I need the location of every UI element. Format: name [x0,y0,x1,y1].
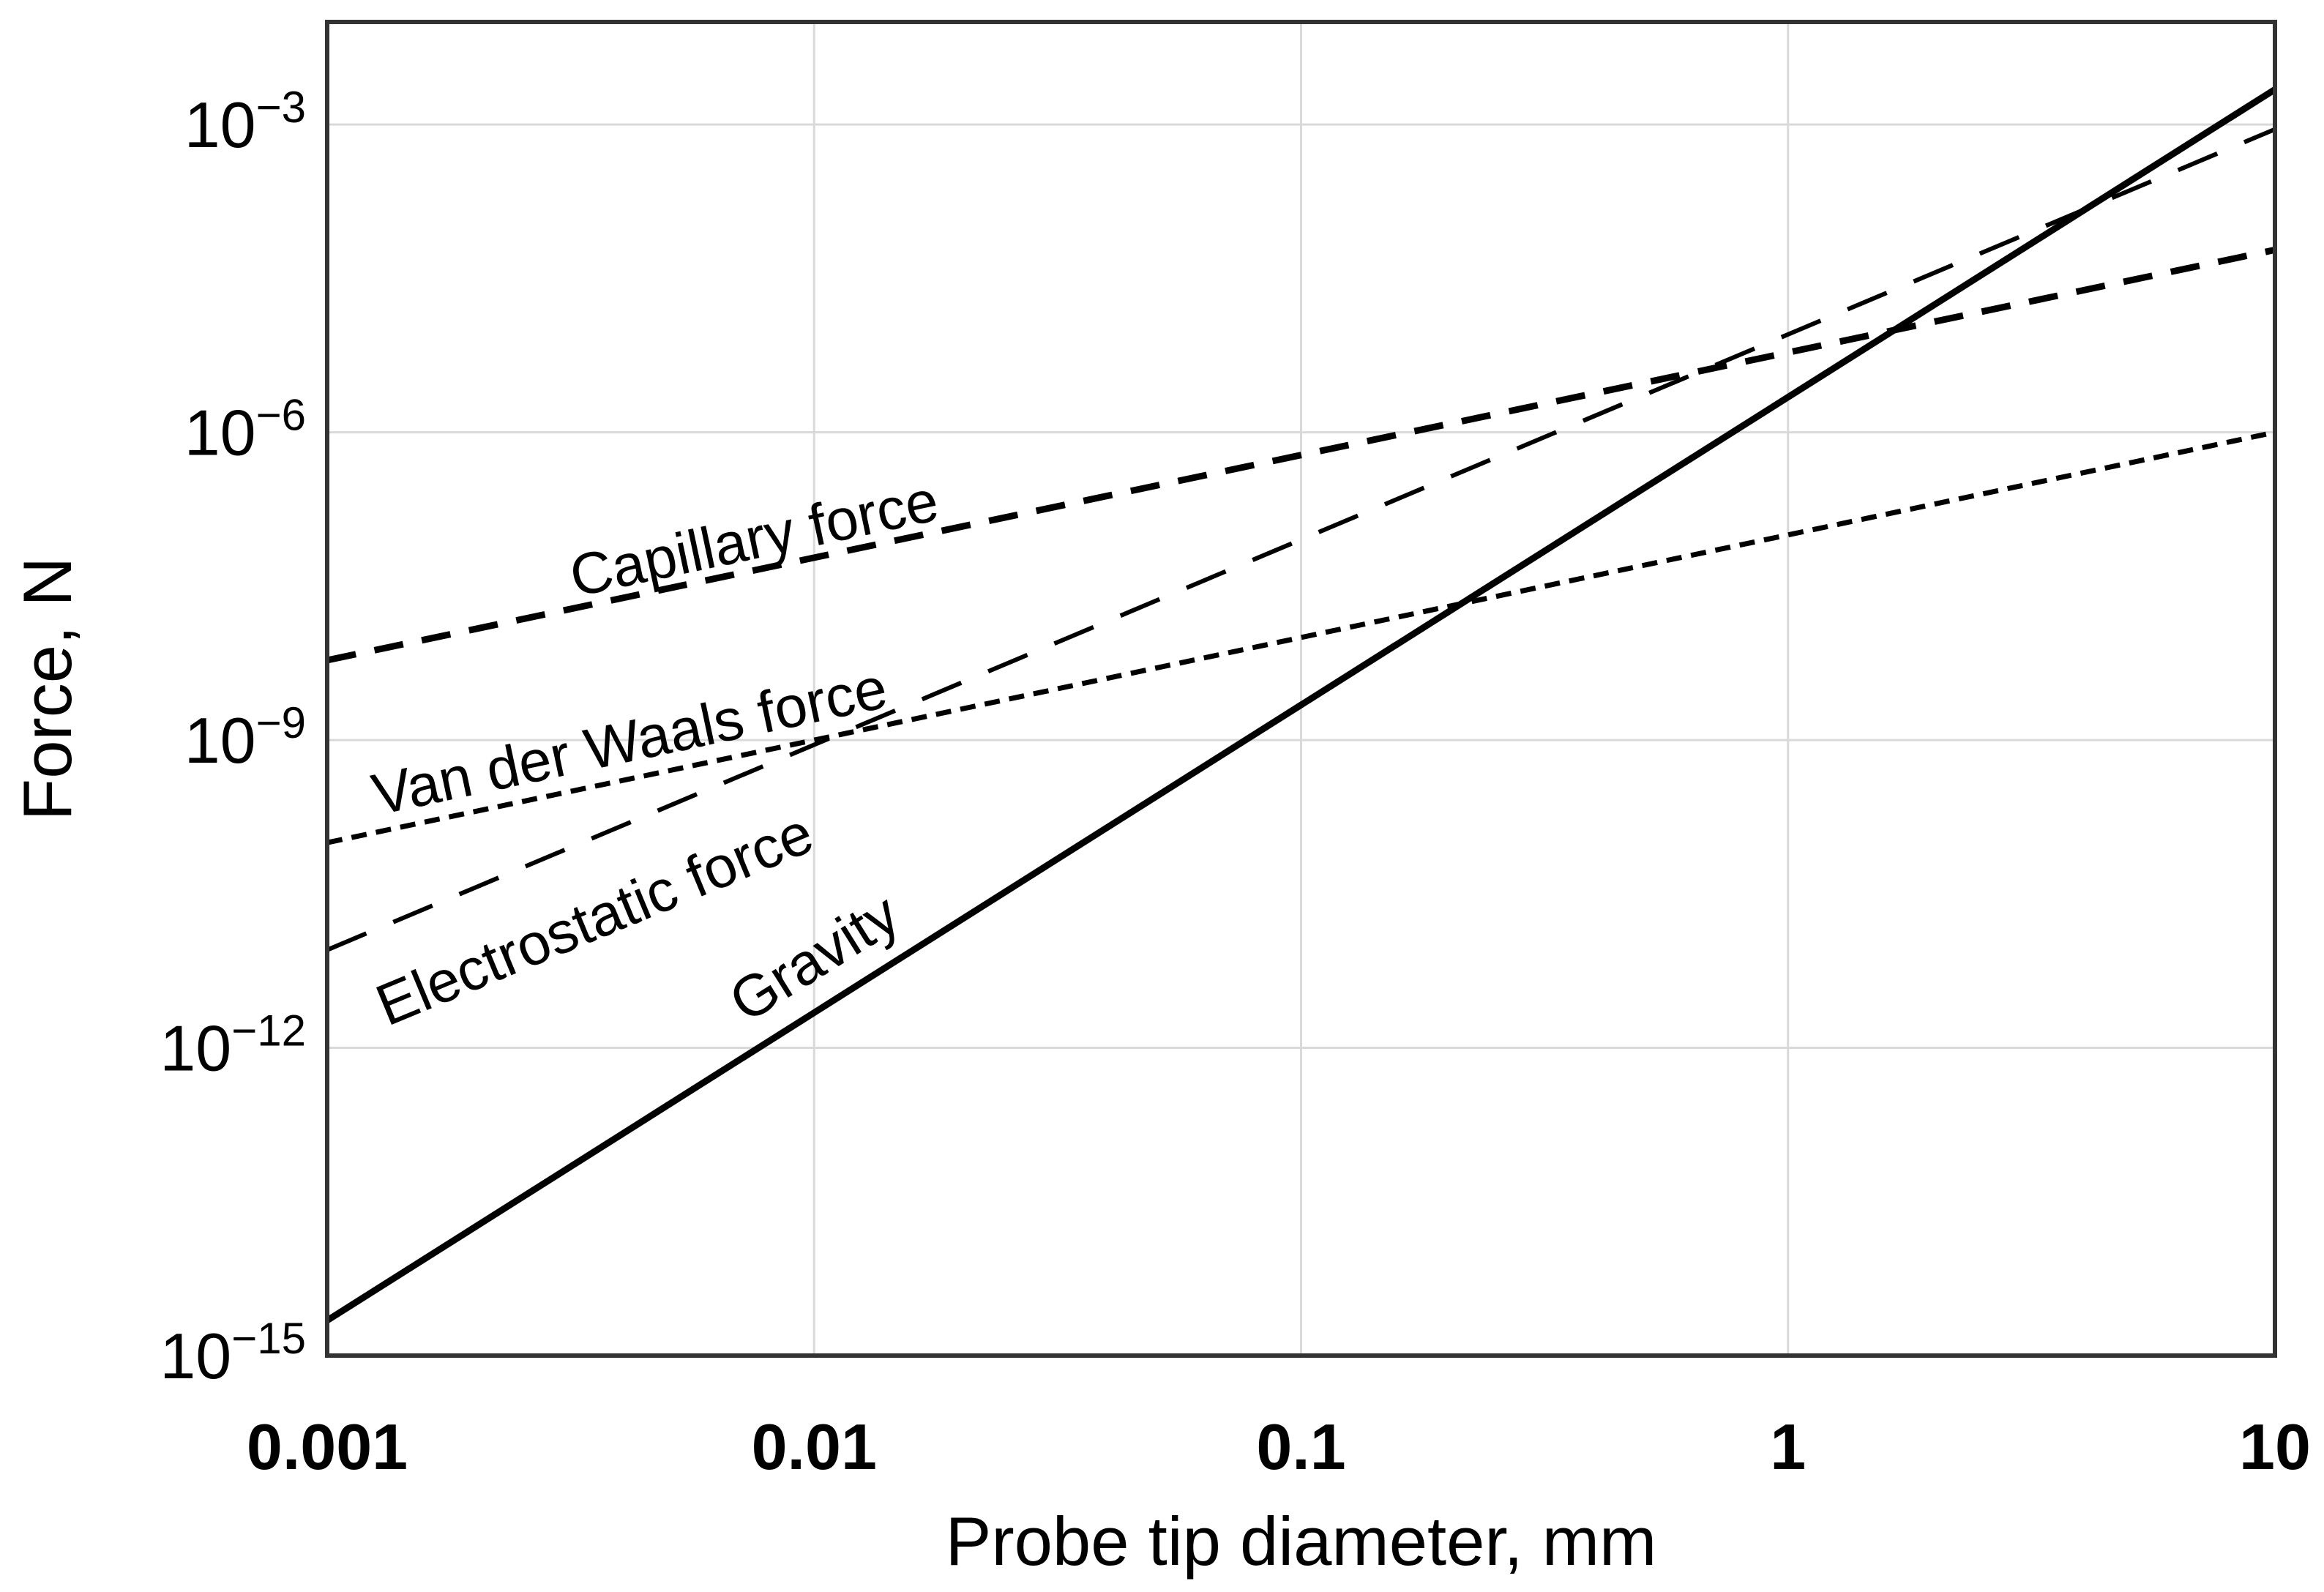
y-tick-exponent: −15 [231,1314,306,1363]
y-tick-exponent: −9 [256,698,306,747]
y-tick-label: 10−3 [184,83,306,161]
y-tick-label: 10−12 [160,1006,306,1085]
y-tick-label: 10−9 [184,698,306,777]
y-tick-mantissa: 10 [160,1012,231,1085]
y-tick-mantissa: 10 [184,397,256,469]
y-tick-label: 10−6 [184,391,306,469]
series-line-capillary-force [326,246,2276,664]
x-tick-label: 0.1 [1256,1410,1345,1483]
series-line-electrostatic-force [326,127,2276,952]
x-axis-title: Probe tip diameter, mm [946,1503,1657,1580]
series-line-gravity [325,86,2277,1323]
series-label-capillary-force: Capillary force [564,468,944,609]
y-tick-label: 10−15 [160,1314,306,1392]
y-tick-exponent: −12 [231,1006,306,1055]
x-tick-label: 0.001 [247,1410,408,1483]
x-tick-label: 10 [2239,1410,2311,1483]
y-tick-exponent: −6 [256,391,306,440]
y-tick-exponent: −3 [256,83,306,132]
y-axis-title: Force, N [9,557,86,821]
y-tick-mantissa: 10 [184,89,256,161]
x-tick-label: 0.01 [752,1410,877,1483]
x-tick-label: 1 [1770,1410,1806,1483]
plot-border [325,20,2277,1358]
y-tick-mantissa: 10 [160,1320,231,1392]
series-line-van-der-waals-force [326,430,2276,845]
y-tick-mantissa: 10 [184,704,256,777]
